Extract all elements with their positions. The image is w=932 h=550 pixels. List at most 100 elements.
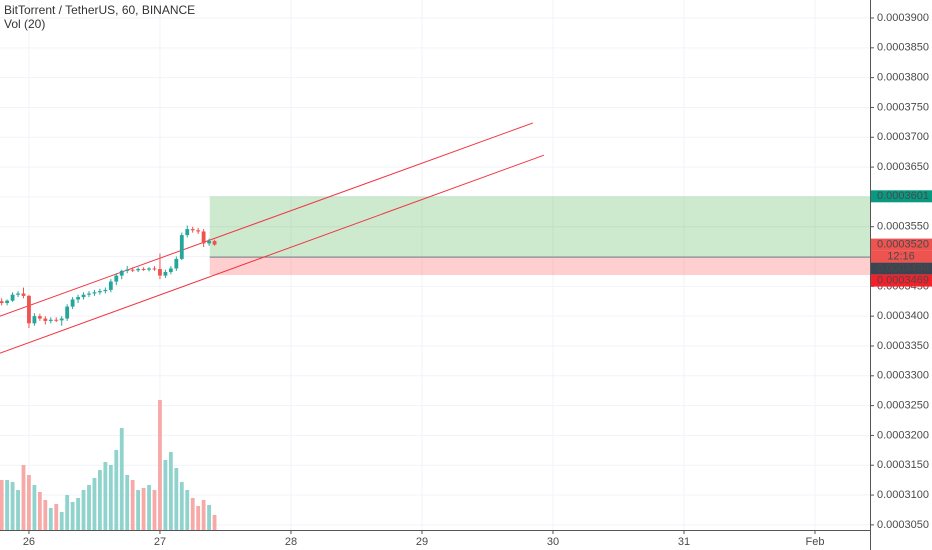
candle-body: [108, 281, 113, 290]
volume-bar: [81, 490, 86, 530]
volume-bar: [87, 485, 91, 530]
y-tick-label: 0.0003300: [877, 370, 929, 382]
candle-body: [21, 293, 26, 296]
candle-body: [196, 230, 201, 232]
y-tick-label: 0.0003800: [877, 72, 929, 84]
volume-bar: [43, 500, 48, 530]
volume-bar: [196, 506, 201, 530]
candle-body: [163, 272, 168, 276]
candle-body: [92, 292, 97, 294]
candle-body: [130, 269, 135, 271]
volume-bar: [141, 488, 146, 530]
volume-bar: [147, 485, 151, 530]
y-tick-label: 0.0003650: [877, 161, 929, 173]
candle-body: [76, 297, 80, 300]
candle-body: [201, 231, 206, 244]
candle-body: [125, 269, 130, 271]
loss-zone: [209, 257, 871, 276]
candle-body: [158, 269, 162, 276]
y-tick-label: 0.0003700: [877, 131, 929, 143]
chart-title: BitTorrent / TetherUS, 60, BINANCE: [4, 3, 195, 17]
y-tick-label: 0.0003100: [877, 489, 929, 501]
price-label: 0.0003469: [877, 275, 929, 287]
volume-bar: [21, 465, 26, 530]
volume-legend: Vol (20): [4, 17, 45, 31]
y-tick-label: 0.0003900: [877, 12, 929, 24]
y-tick-label: 0.0003150: [877, 459, 929, 471]
volume-bar: [10, 482, 15, 530]
volume-bar: [212, 515, 217, 530]
candle-body: [16, 293, 20, 295]
profit-zone: [209, 196, 871, 258]
candle-body: [37, 316, 42, 319]
candle-body: [10, 294, 15, 301]
volume-bar: [70, 502, 75, 530]
volume-bar: [163, 460, 168, 530]
y-tick-label: 0.0003750: [877, 101, 929, 113]
volume-bar: [5, 480, 10, 530]
trend-line: [0, 122, 534, 317]
volume-bar: [16, 490, 20, 530]
x-tick-label: 27: [154, 536, 166, 548]
price-label-bg: [871, 238, 932, 251]
candle-body: [87, 293, 91, 295]
candle-body: [152, 268, 157, 270]
countdown-bg: [871, 250, 932, 263]
y-tick-label: 0.0003550: [877, 221, 929, 233]
price-label-bg: [871, 274, 932, 287]
candle-body: [59, 318, 64, 321]
candle-body: [207, 241, 211, 244]
candle-body: [54, 319, 59, 321]
volume-bar: [114, 450, 119, 530]
x-tick-label: 31: [678, 536, 690, 548]
candle-body: [48, 319, 53, 321]
volume-bar: [0, 480, 4, 530]
volume-bar: [152, 490, 157, 530]
volume-bar: [92, 478, 97, 530]
x-tick-label: 30: [547, 536, 559, 548]
candle-body: [212, 241, 217, 245]
volume-bar: [27, 475, 31, 530]
candle-body: [141, 269, 146, 271]
volume-bar: [119, 428, 124, 530]
candle-body: [32, 316, 37, 324]
candle-body: [174, 258, 179, 269]
volume-bar: [98, 470, 102, 530]
x-tick-label: 28: [285, 536, 297, 548]
volume-bar: [103, 462, 108, 530]
x-tick-label: 29: [416, 536, 428, 548]
volume-bar: [108, 465, 113, 530]
volume-bar: [190, 498, 195, 530]
price-label: 0.0003601: [877, 190, 929, 202]
y-tick-label: 0.0003200: [877, 429, 929, 441]
candle-body: [179, 235, 184, 259]
candle-body: [103, 289, 108, 292]
candle-body: [185, 229, 190, 236]
price-label-bg: [871, 262, 932, 275]
countdown: 12:16: [887, 251, 915, 263]
candle-body: [43, 318, 48, 321]
candle-body: [70, 299, 75, 307]
volume-bar: [32, 485, 37, 530]
x-tick-label: Feb: [805, 536, 824, 548]
volume-bar: [37, 492, 42, 530]
volume-bar: [130, 480, 135, 530]
candle-body: [65, 306, 70, 319]
price-label: 0.0003499: [877, 263, 929, 275]
volume-bar: [59, 512, 64, 530]
volume-bar: [54, 504, 59, 530]
volume-bar: [158, 400, 162, 530]
y-tick-label: 0.0003050: [877, 519, 929, 531]
volume-bar: [76, 498, 80, 530]
volume-bar: [136, 490, 141, 530]
candle-body: [98, 291, 102, 293]
volume-bar: [168, 452, 173, 530]
volume-bar: [185, 490, 190, 530]
volume-bar: [174, 468, 179, 530]
y-tick-label: 0.0003850: [877, 42, 929, 54]
candle-body: [0, 301, 4, 304]
candle-body: [81, 294, 86, 298]
candle-body: [136, 269, 141, 271]
y-tick-label: 0.0003400: [877, 310, 929, 322]
